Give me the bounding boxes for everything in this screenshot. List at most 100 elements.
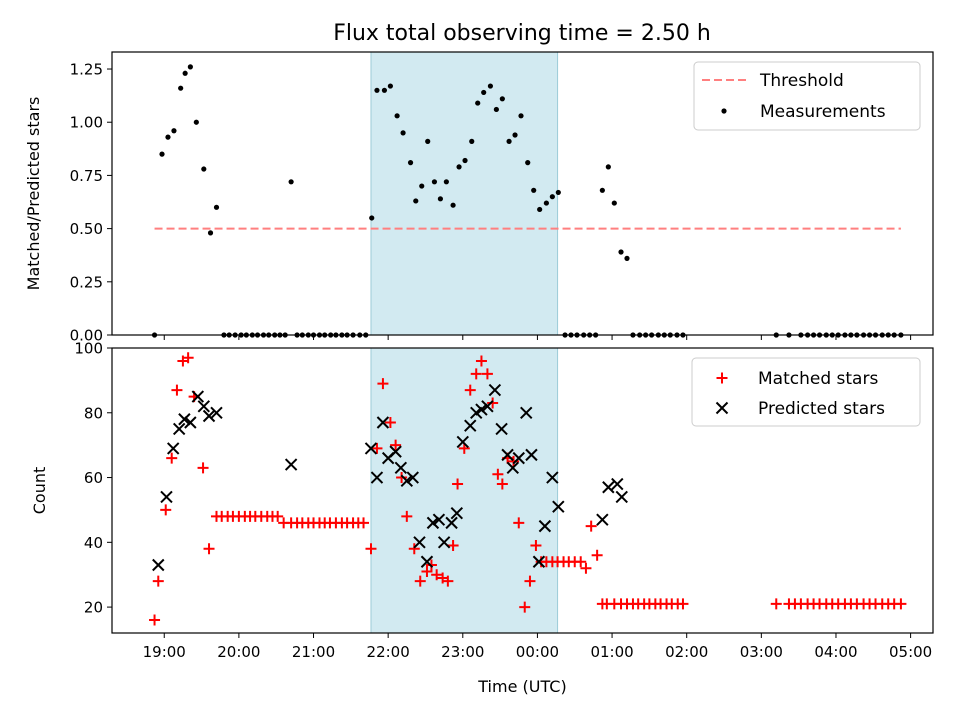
predicted-point <box>191 390 205 403</box>
predicted-point <box>184 416 197 429</box>
matched-point <box>152 575 164 587</box>
measurement-point <box>537 206 543 213</box>
legend-threshold-label: Threshold <box>759 71 844 91</box>
measurement-point <box>165 134 171 140</box>
predicted-point <box>437 536 451 549</box>
predicted-point <box>400 474 414 487</box>
matched-point <box>197 462 209 474</box>
matched-point <box>464 384 476 396</box>
matched-point <box>160 504 172 516</box>
measurement-point <box>193 119 199 125</box>
matched-point <box>442 575 454 587</box>
matched-point <box>524 575 536 587</box>
predicted-point <box>495 422 508 436</box>
measurement-point <box>512 132 518 138</box>
measurement-point <box>543 200 549 206</box>
measurement-point <box>525 160 531 166</box>
measurement-point <box>618 249 624 255</box>
legend-frame <box>691 357 921 427</box>
measurement-point <box>394 113 400 119</box>
top-highlight-span <box>370 51 559 336</box>
legend-predicted-label: Predicted stars <box>758 399 885 419</box>
x-tick-label: 01:00 <box>590 643 633 661</box>
predicted-point <box>426 516 440 530</box>
y-tick-label: 0.00 <box>70 327 103 345</box>
measurement-point <box>499 96 505 102</box>
predicted-point <box>481 400 494 413</box>
predicted-point <box>413 536 426 549</box>
predicted-point <box>376 416 390 429</box>
matched-point <box>365 543 377 555</box>
highlight-span <box>370 51 559 336</box>
y-tick-label: 100 <box>74 340 103 358</box>
matched-point <box>470 368 482 380</box>
predicted-point <box>445 516 458 530</box>
y-tick-label: 0.25 <box>70 273 103 291</box>
measurement-point <box>369 215 375 221</box>
bottom-axes: 20 40 60 80 100 19:00 20:00 21:00 22:00 23:00 00:0… <box>74 340 934 661</box>
x-axis-label: Time (UTC) <box>477 677 566 696</box>
predicted-point <box>420 555 434 568</box>
measurement-point <box>450 202 456 208</box>
measurement-point <box>171 128 177 134</box>
chart-title: Flux total observing time = 2.50 h <box>333 21 711 46</box>
predicted-point <box>450 506 464 520</box>
predicted-point <box>532 555 546 568</box>
measurement-point <box>555 189 561 196</box>
measurement-point <box>182 70 188 76</box>
y-tick-label: 60 <box>84 469 103 487</box>
matched-point <box>585 520 597 532</box>
top-panel: 0.00 0.25 0.50 0.75 1.00 1.25 Matched/Predict… <box>24 51 934 345</box>
measurement-point <box>159 151 165 157</box>
legend-matched-swatch <box>716 372 728 384</box>
legend-measurement-label: Measurements <box>760 102 886 122</box>
predicted-point <box>210 406 223 419</box>
bottom-y-axis-label: Count <box>30 467 49 515</box>
x-tick-label: 03:00 <box>740 643 783 661</box>
top-axes: 0.00 0.25 0.50 0.75 1.00 1.25 <box>70 51 934 345</box>
measurement-point <box>481 89 487 96</box>
predicted-point <box>525 448 538 462</box>
measurement-point <box>462 157 468 164</box>
x-tick-label: 22:00 <box>367 643 410 661</box>
y-tick-label: 80 <box>84 404 103 422</box>
matched-point <box>591 549 603 561</box>
matched-point <box>677 598 689 610</box>
x-tick-label: 04:00 <box>814 643 857 661</box>
matched-point <box>377 378 389 390</box>
measurement-point <box>431 179 438 185</box>
predicted-point <box>615 490 628 504</box>
measurement-point <box>518 113 524 119</box>
measurement-point <box>207 230 214 236</box>
legend-matched-label: Matched stars <box>758 369 878 389</box>
matched-point <box>575 556 587 568</box>
measurement-point <box>506 138 512 144</box>
predicted-point <box>611 477 624 491</box>
predicted-stars-series <box>152 383 628 572</box>
predicted-point <box>506 461 520 475</box>
measurement-point <box>400 130 406 136</box>
matched-point <box>770 598 782 610</box>
predicted-point <box>602 481 615 494</box>
predicted-point <box>501 448 514 462</box>
predicted-point <box>596 513 609 526</box>
predicted-point <box>389 445 402 458</box>
matched-point <box>481 368 493 380</box>
matched-point <box>401 510 413 522</box>
y-tick-label: 0.75 <box>70 167 103 185</box>
top-y-axis-label: Matched/Predicted stars <box>24 97 43 291</box>
matched-point <box>272 510 284 522</box>
predicted-point <box>152 558 165 572</box>
measurement-point <box>531 187 537 193</box>
matched-point <box>508 455 520 467</box>
measurement-point <box>487 83 494 89</box>
measurement-point <box>469 138 475 144</box>
matched-point <box>371 442 383 454</box>
bottom-highlight-span <box>370 347 559 634</box>
measurement-point <box>419 183 425 189</box>
predicted-point <box>160 490 173 504</box>
measurement-point <box>549 194 555 200</box>
bottom-legend: Matched stars Predicted stars <box>691 357 921 427</box>
x-tick-label: 23:00 <box>441 643 484 661</box>
x-tick-label: 02:00 <box>665 643 708 661</box>
